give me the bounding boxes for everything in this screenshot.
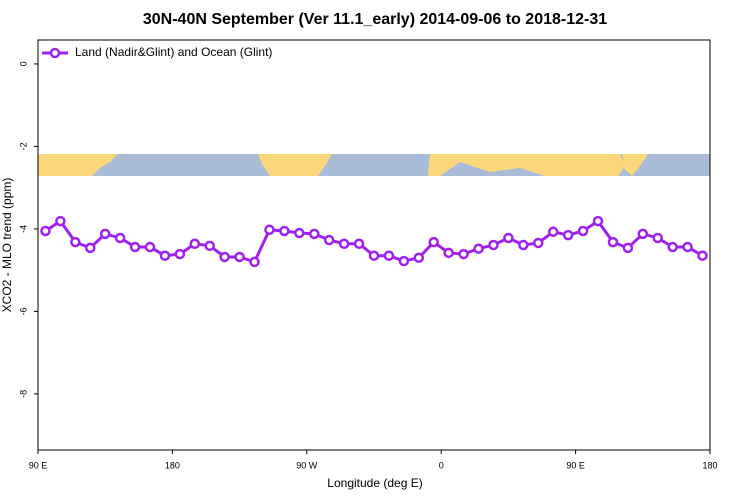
point: [652, 232, 663, 244]
point: [309, 228, 320, 240]
point: [667, 241, 678, 253]
point: [114, 232, 126, 244]
point: [99, 228, 111, 240]
point: [413, 252, 425, 264]
y-tick-label: -4: [18, 225, 28, 233]
point: [85, 242, 96, 254]
point: [607, 236, 619, 248]
x-tick-label: 0: [439, 460, 444, 470]
x-tick-label: 90 E: [29, 460, 48, 470]
point: [174, 248, 186, 260]
point: [383, 250, 395, 261]
point: [622, 242, 634, 254]
x-tick-label: 90 W: [296, 460, 318, 470]
y-tick-label: -8: [18, 390, 28, 398]
y-tick-label: -2: [18, 142, 28, 150]
point: [129, 241, 141, 253]
point: [592, 215, 604, 227]
x-tick-label: 90 E: [566, 460, 585, 470]
x-tick-label: 180: [165, 460, 180, 470]
point: [503, 232, 514, 244]
point: [279, 225, 290, 237]
point: [159, 250, 171, 261]
point: [70, 236, 81, 248]
legend-marker: [49, 47, 61, 59]
point: [323, 234, 335, 246]
point: [533, 237, 544, 249]
point: [682, 241, 693, 253]
point: [55, 215, 66, 227]
chart-title: 30N-40N September (Ver 11.1_early) 2014-…: [143, 11, 607, 28]
y-axis-label: XCO2 - MLO trend (ppm): [0, 178, 14, 313]
point: [40, 225, 51, 237]
y-tick-label: -6: [18, 307, 28, 315]
point: [473, 243, 484, 254]
point: [547, 226, 559, 238]
point: [443, 247, 454, 259]
point: [338, 238, 350, 250]
point: [577, 225, 589, 237]
point: [697, 250, 708, 261]
point: [219, 251, 230, 263]
x-axis-label: Longitude (deg E): [327, 476, 422, 490]
point: [144, 241, 156, 253]
point: [368, 250, 380, 261]
x-tick-label: 180: [702, 460, 717, 470]
point: [428, 236, 439, 248]
point: [264, 224, 275, 235]
point: [294, 227, 305, 239]
point: [249, 256, 260, 268]
point: [562, 229, 574, 241]
y-tick-label: 0: [18, 61, 28, 66]
map-strip: [38, 154, 710, 176]
legend-label: Land (Nadir&Glint) and Ocean (Glint): [75, 45, 272, 59]
point: [398, 255, 410, 267]
point: [234, 251, 245, 263]
point: [637, 228, 649, 240]
point: [518, 239, 529, 251]
point: [458, 248, 469, 260]
plot-frame: [37, 39, 711, 451]
point: [204, 240, 215, 252]
point: [488, 239, 499, 251]
point: [189, 238, 201, 250]
point: [353, 238, 365, 250]
